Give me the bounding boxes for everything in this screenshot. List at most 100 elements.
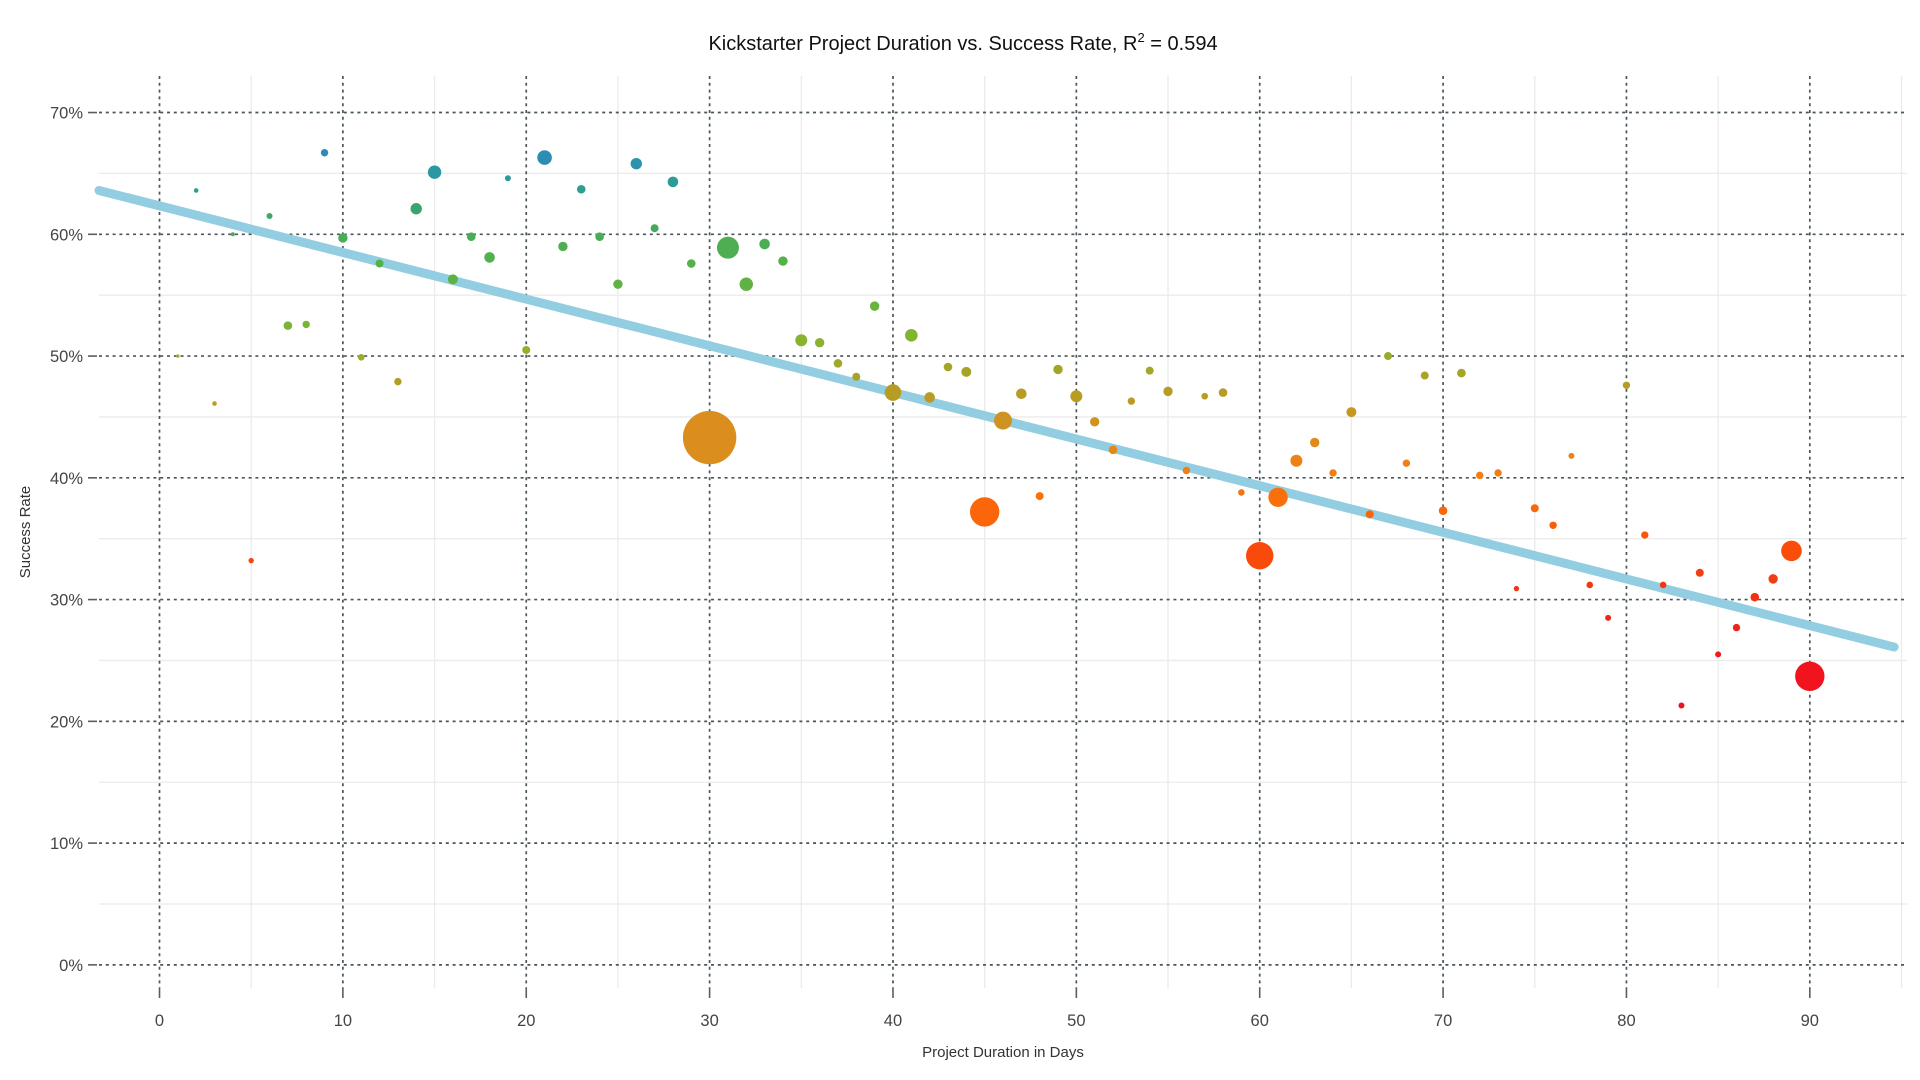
data-point	[248, 557, 254, 564]
y-tick-label: 60%	[50, 226, 83, 244]
data-point	[1329, 469, 1337, 477]
data-point	[852, 372, 861, 381]
major-gridlines	[99, 76, 1907, 988]
data-point	[193, 188, 199, 193]
data-point	[1641, 531, 1649, 539]
x-tick-label: 40	[884, 1012, 902, 1030]
x-tick-label: 10	[334, 1012, 352, 1030]
data-point	[833, 359, 843, 368]
data-point	[394, 377, 402, 386]
data-point	[1218, 388, 1228, 397]
x-tick-label: 0	[155, 1012, 164, 1030]
data-point	[212, 401, 217, 406]
data-point	[1384, 352, 1393, 361]
data-point	[1070, 390, 1083, 403]
data-point	[924, 392, 935, 403]
data-point	[1016, 388, 1027, 400]
data-point	[1457, 368, 1466, 378]
y-tick-label: 10%	[50, 835, 83, 853]
y-axis-title: Success Rate	[17, 486, 34, 579]
data-point	[682, 410, 737, 465]
data-point	[884, 384, 902, 401]
data-point	[537, 150, 552, 165]
data-point	[1476, 471, 1484, 480]
data-point	[522, 345, 531, 354]
data-point	[176, 354, 180, 358]
data-point	[320, 149, 329, 157]
data-point	[905, 329, 918, 342]
data-point	[650, 224, 659, 233]
data-point	[814, 337, 825, 348]
data-point	[778, 256, 788, 266]
x-tick-label: 30	[700, 1012, 718, 1030]
x-axis-title: Project Duration in Days	[922, 1044, 1084, 1061]
data-point	[1586, 581, 1594, 589]
data-point	[410, 203, 422, 215]
data-point	[1238, 489, 1245, 496]
data-point	[739, 277, 753, 291]
data-point	[1053, 364, 1063, 375]
data-point	[1768, 574, 1778, 584]
data-point	[1182, 466, 1191, 475]
data-point	[1268, 487, 1288, 507]
data-point	[466, 232, 476, 242]
minor-gridlines	[99, 76, 1907, 988]
data-point	[1127, 397, 1136, 405]
data-point	[427, 165, 442, 179]
data-point	[613, 279, 623, 289]
data-point	[1246, 542, 1274, 570]
data-point	[1402, 459, 1411, 467]
data-point	[1795, 661, 1825, 691]
data-point	[1732, 623, 1741, 632]
data-point	[716, 236, 739, 259]
data-point	[1310, 437, 1320, 448]
data-point	[338, 233, 348, 243]
data-point	[357, 353, 365, 361]
y-tick-label: 70%	[50, 105, 83, 123]
data-point	[1530, 504, 1539, 513]
data-point	[266, 213, 273, 220]
x-tick-label: 80	[1617, 1012, 1635, 1030]
x-tick-label: 70	[1434, 1012, 1452, 1030]
data-point	[375, 259, 384, 268]
data-point	[283, 321, 293, 330]
data-point	[1678, 702, 1685, 709]
data-point	[484, 252, 495, 263]
data-point	[1750, 592, 1760, 602]
data-point	[630, 157, 642, 170]
data-point	[943, 362, 953, 372]
data-point	[447, 274, 458, 285]
x-tick-label: 50	[1067, 1012, 1085, 1030]
data-point	[1549, 521, 1557, 530]
data-point	[1145, 366, 1154, 375]
data-point	[869, 301, 880, 311]
x-tick-label: 90	[1801, 1012, 1819, 1030]
y-tick-label: 50%	[50, 348, 83, 366]
data-point	[1659, 581, 1667, 589]
data-point	[1568, 452, 1575, 459]
data-point	[1035, 492, 1044, 501]
x-tick-label: 60	[1251, 1012, 1269, 1030]
data-points	[176, 149, 1825, 709]
data-point	[1695, 568, 1704, 577]
y-tick-label: 30%	[50, 592, 83, 610]
data-point	[1365, 510, 1374, 519]
y-tick-label: 0%	[59, 957, 83, 975]
data-point	[558, 241, 568, 252]
data-point	[1622, 381, 1631, 389]
data-point	[302, 320, 310, 329]
data-point	[994, 411, 1012, 430]
data-point	[1438, 506, 1448, 515]
data-point	[795, 334, 808, 347]
data-point	[230, 232, 235, 237]
data-point	[667, 176, 679, 188]
x-tick-label: 20	[517, 1012, 535, 1030]
axis-tick-labels: 0 10 20 30 40 50 60 70 80 90 0% 10% 20% 30% 40% 50% 60% 7…	[50, 105, 1819, 1030]
data-point	[1513, 585, 1520, 592]
data-point	[1089, 417, 1100, 427]
data-point	[1201, 392, 1209, 400]
data-point	[504, 175, 511, 182]
data-point	[759, 238, 770, 250]
y-tick-label: 20%	[50, 713, 83, 731]
